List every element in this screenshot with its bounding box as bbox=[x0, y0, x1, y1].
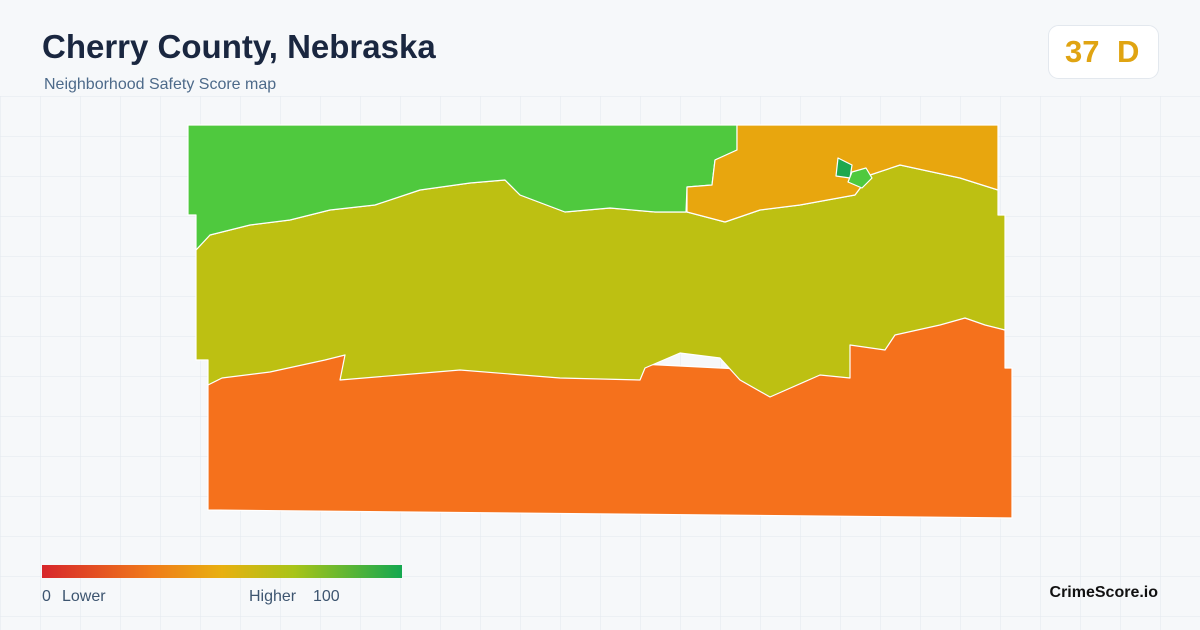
legend-gradient bbox=[42, 565, 402, 578]
legend-min: 0 bbox=[42, 588, 51, 605]
score-box bbox=[1048, 25, 1159, 79]
brand: CrimeScore.io bbox=[1049, 584, 1158, 601]
legend-max-label: Higher bbox=[249, 588, 297, 605]
score-grade: D bbox=[1117, 34, 1140, 69]
title: Cherry County, Nebraska bbox=[42, 28, 436, 65]
region-town-2 bbox=[847, 167, 873, 189]
legend-min-label: Lower bbox=[62, 588, 106, 605]
legend-max: 100 bbox=[313, 588, 340, 605]
county-map bbox=[187, 124, 1013, 519]
score-value: 37 bbox=[1065, 34, 1100, 69]
subtitle: Neighborhood Safety Score map bbox=[44, 76, 277, 93]
